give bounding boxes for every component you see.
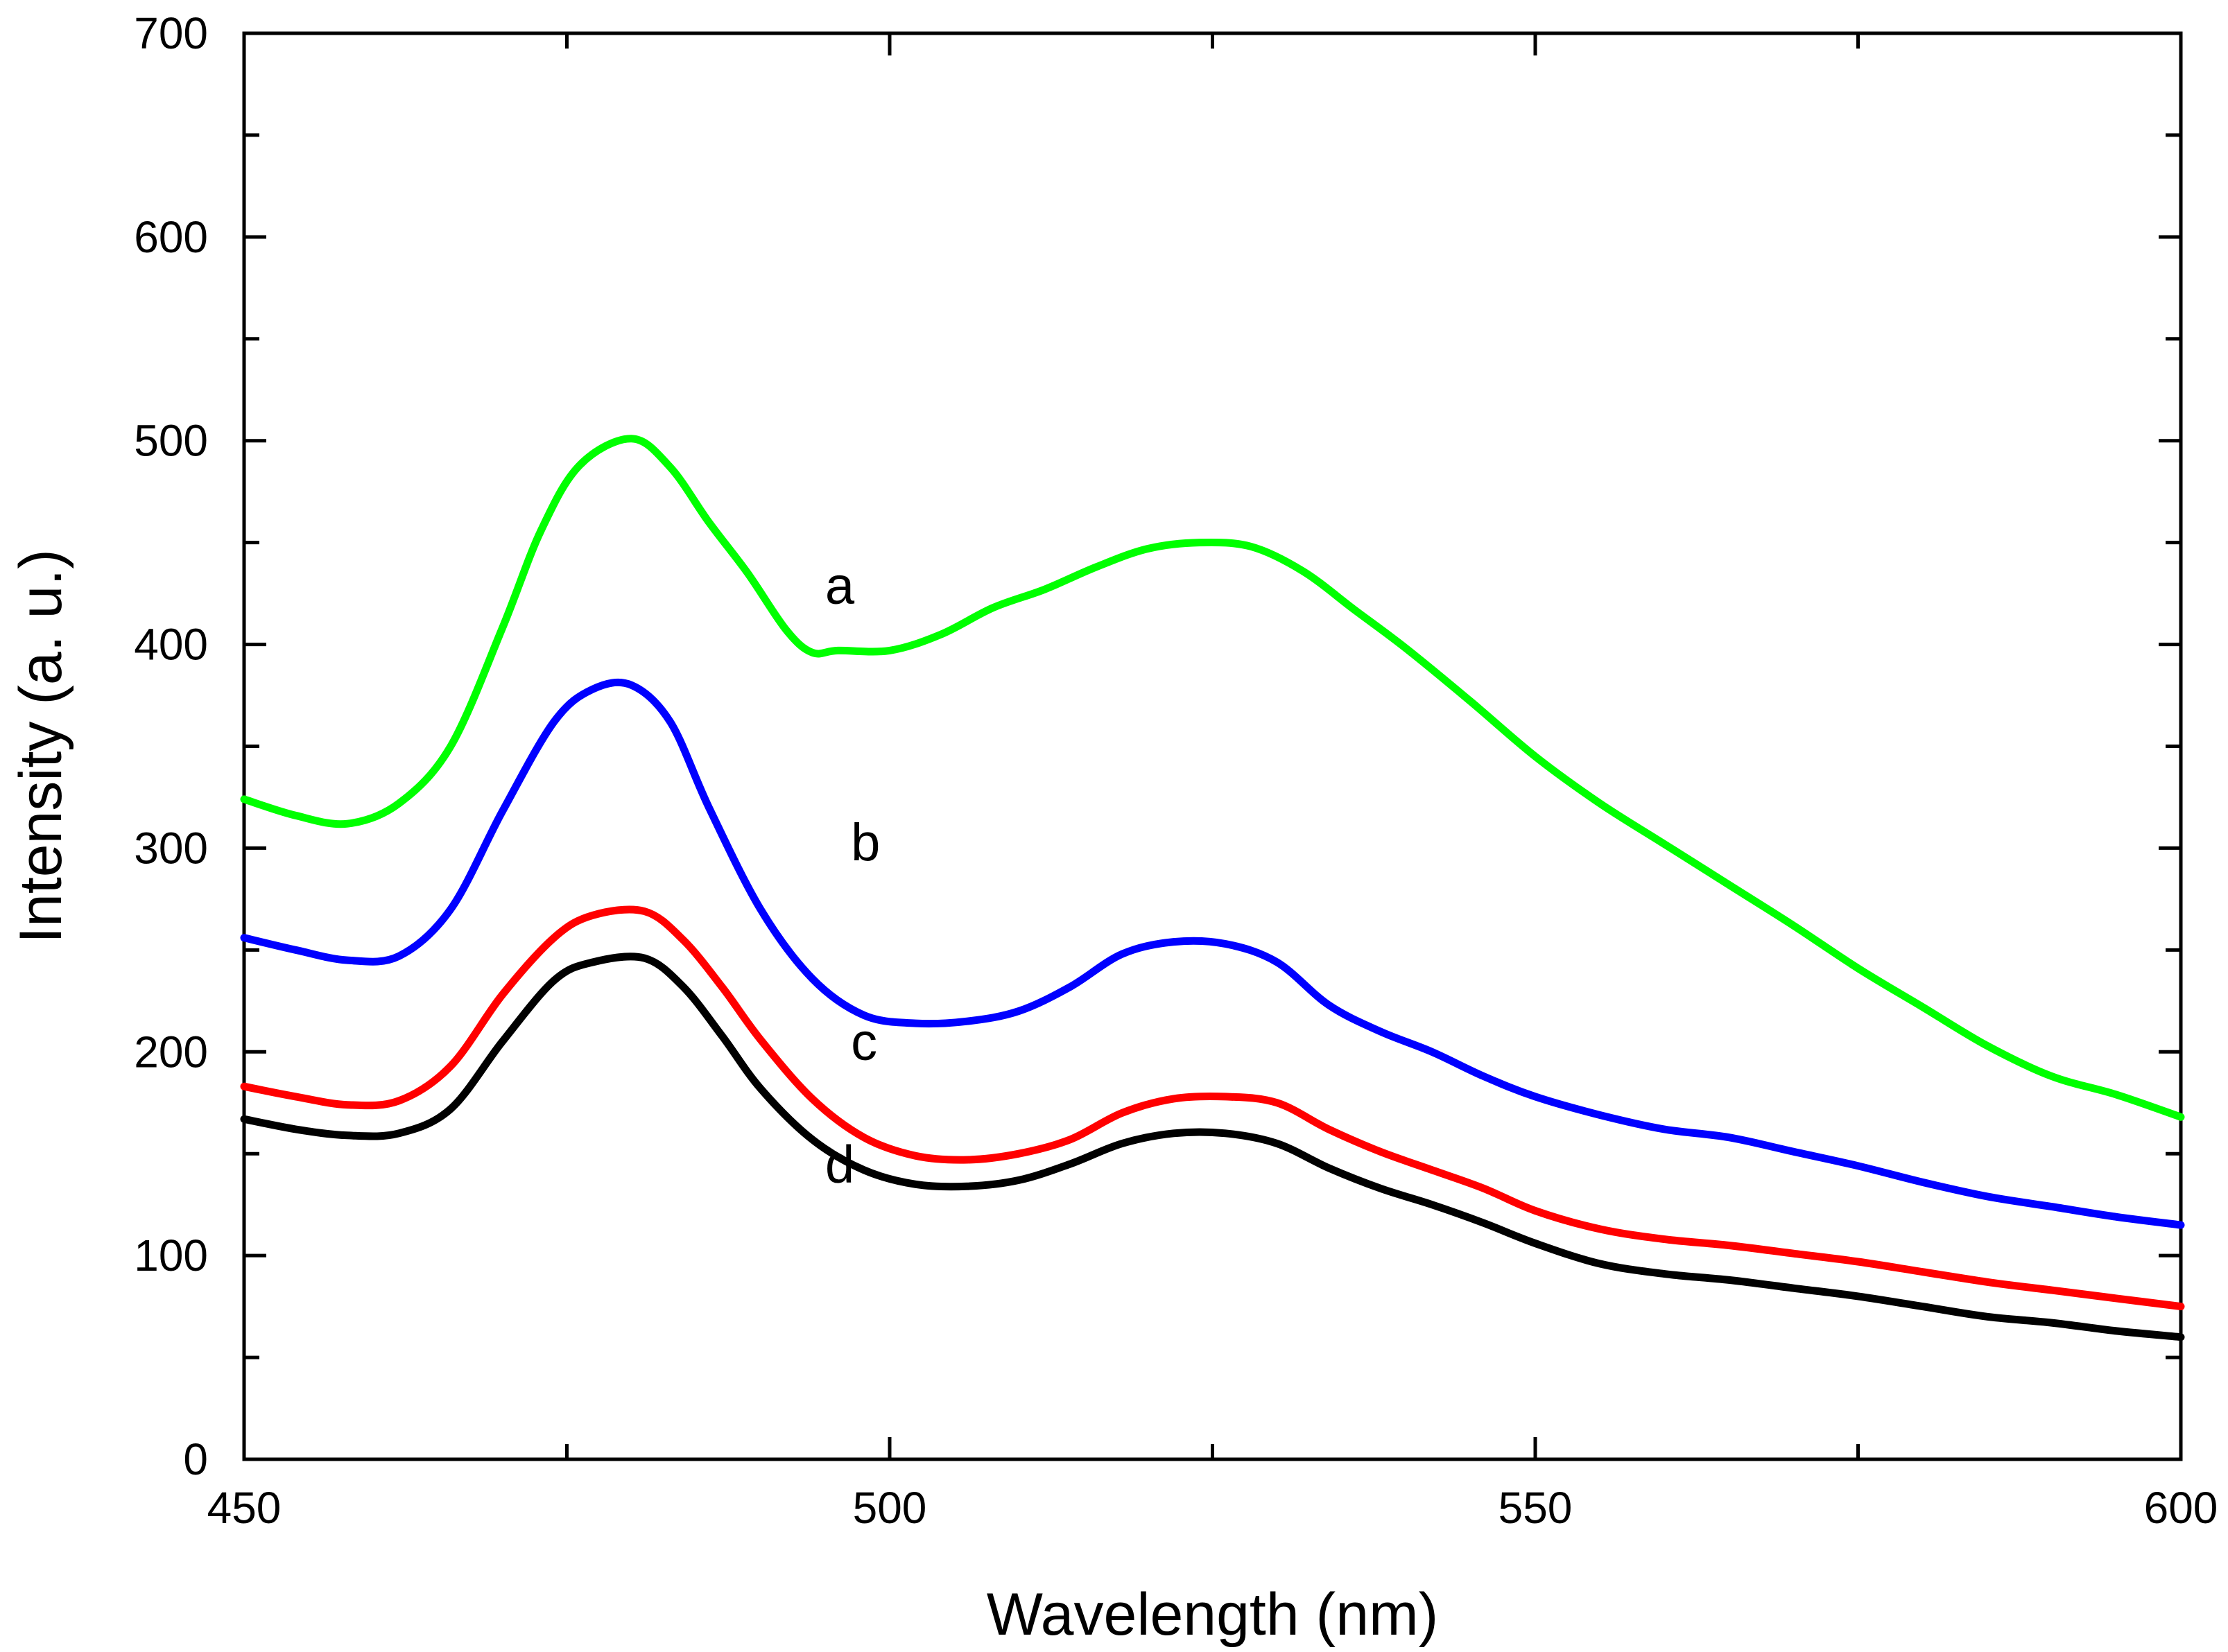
y-tick-label: 200: [134, 1027, 208, 1077]
series-line-a: [240, 435, 2185, 1121]
series-label-b: b: [851, 813, 880, 872]
series-labels: a b c d: [825, 557, 881, 1194]
axis-ticks: [242, 31, 2183, 1461]
series-line-b: [240, 678, 2185, 1229]
series-line-d: [240, 953, 2185, 1341]
y-tick-label: 500: [134, 416, 208, 466]
x-tick-label: 600: [2144, 1483, 2218, 1533]
x-tick-label: 500: [853, 1483, 927, 1533]
series-label-a: a: [825, 557, 855, 616]
x-tick-label: 550: [1499, 1483, 1573, 1533]
y-tick-label: 600: [134, 212, 208, 262]
y-tick-label: 300: [134, 823, 208, 873]
y-tick-label: 0: [183, 1434, 208, 1484]
y-tick-label: 100: [134, 1231, 208, 1280]
y-axis-title: Intensity (a. u.): [8, 549, 74, 944]
y-tick-label: 400: [134, 620, 208, 670]
series-label-c: c: [851, 1013, 877, 1072]
series-lines: [240, 435, 2185, 1341]
series-label-d: d: [825, 1135, 854, 1194]
x-tick-label: 450: [207, 1483, 282, 1533]
series-line-c: [240, 905, 2185, 1311]
tick-labels: 450 500 550 600 0 100 200 300 400 500 600 700: [134, 8, 2218, 1533]
y-tick-label: 700: [134, 8, 208, 58]
x-axis-title: Wavelength (nm): [987, 1581, 1439, 1648]
